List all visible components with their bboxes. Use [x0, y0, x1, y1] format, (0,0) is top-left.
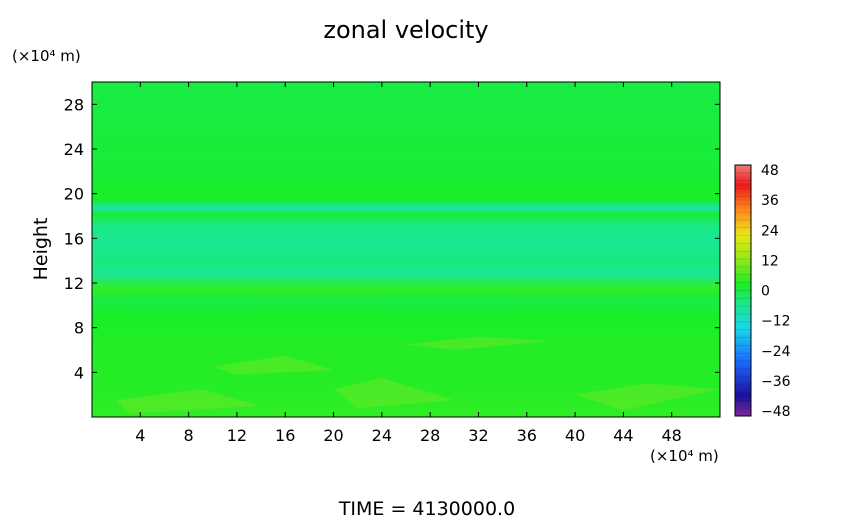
- colorbar-labels: 48 36 24 12 0 −12 −24 −36 −48: [761, 163, 791, 420]
- x-tick-label: 36: [517, 426, 537, 445]
- colorbar-tick-label: 0: [761, 284, 770, 300]
- x-axis-ticks: 4 8 12 16 20 24 28 32 36 40 44 48: [135, 82, 682, 445]
- field-patch: [406, 336, 551, 350]
- colorbar-tick-label: −48: [761, 404, 791, 420]
- x-tick-label: 48: [662, 426, 682, 445]
- field-patch: [212, 355, 334, 375]
- field-patch: [575, 383, 720, 411]
- x-axis-unit: (×10⁴ m): [650, 447, 719, 465]
- x-tick-label: 28: [420, 426, 440, 445]
- colorbar-tick-label: −36: [761, 374, 791, 390]
- x-tick-label: 8: [184, 426, 194, 445]
- field-patch: [116, 389, 262, 414]
- y-tick-label: 16: [64, 229, 84, 248]
- chart-title: zonal velocity: [323, 16, 488, 44]
- plot-frame: [91, 81, 721, 418]
- time-readout: TIME = 4130000.0: [338, 498, 515, 519]
- colorbar-tick-label: −12: [761, 314, 791, 330]
- colorbar-fill: [734, 164, 752, 417]
- field-patch: [333, 377, 455, 409]
- colorbar: 48 36 24 12 0 −12 −24 −36 −48: [734, 163, 791, 420]
- colorbar-tick-label: 12: [761, 253, 779, 269]
- x-tick-label: 12: [227, 426, 247, 445]
- y-tick-label: 12: [64, 274, 84, 293]
- x-tick-label: 44: [613, 426, 633, 445]
- y-tick-label: 20: [64, 185, 84, 204]
- y-tick-label: 24: [64, 140, 84, 159]
- x-tick-label: 20: [323, 426, 343, 445]
- colorbar-tick-label: 24: [761, 223, 779, 239]
- velocity-field: [92, 82, 720, 417]
- x-tick-label: 40: [565, 426, 585, 445]
- y-tick-label: 8: [74, 319, 84, 338]
- x-tick-label: 16: [275, 426, 295, 445]
- y-axis-unit: (×10⁴ m): [12, 47, 81, 65]
- y-axis-ticks: 4 8 12 16 20 24 28: [64, 95, 720, 382]
- y-axis-label: Height: [30, 218, 52, 281]
- x-tick-label: 4: [135, 426, 145, 445]
- plot-area: [91, 81, 721, 418]
- y-tick-label: 4: [74, 363, 84, 382]
- colorbar-tick-label: 36: [761, 193, 779, 209]
- y-tick-label: 28: [64, 95, 84, 114]
- x-tick-label: 32: [468, 426, 488, 445]
- field-patches: [116, 336, 720, 414]
- colorbar-level-lines: [735, 172, 751, 409]
- x-tick-label: 24: [372, 426, 392, 445]
- colorbar-tick-label: −24: [761, 344, 791, 360]
- colorbar-tick-label: 48: [761, 163, 779, 179]
